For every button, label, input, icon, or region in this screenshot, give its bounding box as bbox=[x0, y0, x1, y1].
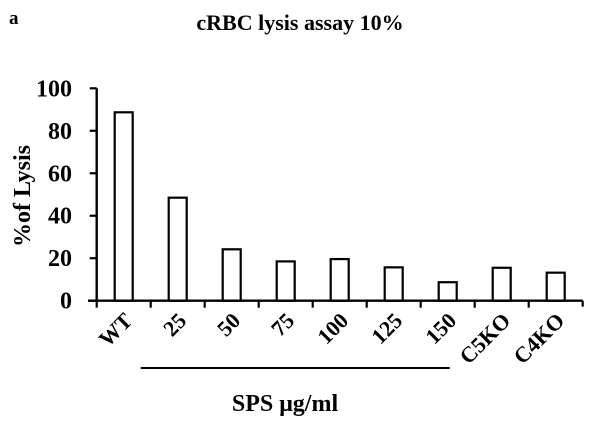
bar-150 bbox=[437, 281, 458, 302]
x-tick-label: 75 bbox=[266, 308, 299, 341]
bar-wt bbox=[113, 111, 134, 302]
y-tick-label: 100 bbox=[36, 76, 72, 102]
y-tick-label: 40 bbox=[48, 204, 72, 230]
x-tick-label: 125 bbox=[366, 308, 407, 349]
y-tick-label: 20 bbox=[48, 246, 72, 272]
y-tick-label: 80 bbox=[48, 119, 72, 145]
y-axis-ticks: 0 20 40 60 80 100 bbox=[36, 76, 97, 315]
x-tick-label: C4KO bbox=[508, 308, 569, 369]
y-axis-label-group: %of Lysis bbox=[10, 145, 36, 247]
y-axis-label: %of Lysis bbox=[10, 145, 36, 247]
x-axis-group-label: SPS μg/ml bbox=[232, 391, 339, 417]
bar-75 bbox=[275, 260, 296, 302]
x-tick-label: 100 bbox=[312, 308, 353, 349]
x-tick-label: 25 bbox=[158, 308, 191, 341]
bar-c5ko bbox=[491, 266, 512, 302]
y-tick-label: 0 bbox=[60, 289, 72, 315]
x-tick-label: WT bbox=[94, 308, 138, 352]
bar-25 bbox=[167, 196, 188, 302]
bar-100 bbox=[329, 257, 350, 302]
panel-label: a bbox=[9, 8, 19, 29]
axes bbox=[88, 88, 584, 307]
bar-c4ko bbox=[545, 271, 566, 302]
bar-125 bbox=[383, 266, 404, 302]
bars bbox=[113, 111, 566, 302]
bar-50 bbox=[221, 248, 242, 302]
y-tick-label: 60 bbox=[48, 161, 72, 187]
x-tick-label: C5KO bbox=[454, 308, 515, 369]
x-tick-label: 150 bbox=[420, 308, 461, 349]
chart-title: cRBC lysis assay 10% bbox=[196, 10, 404, 35]
x-tick-label: 50 bbox=[212, 308, 245, 341]
